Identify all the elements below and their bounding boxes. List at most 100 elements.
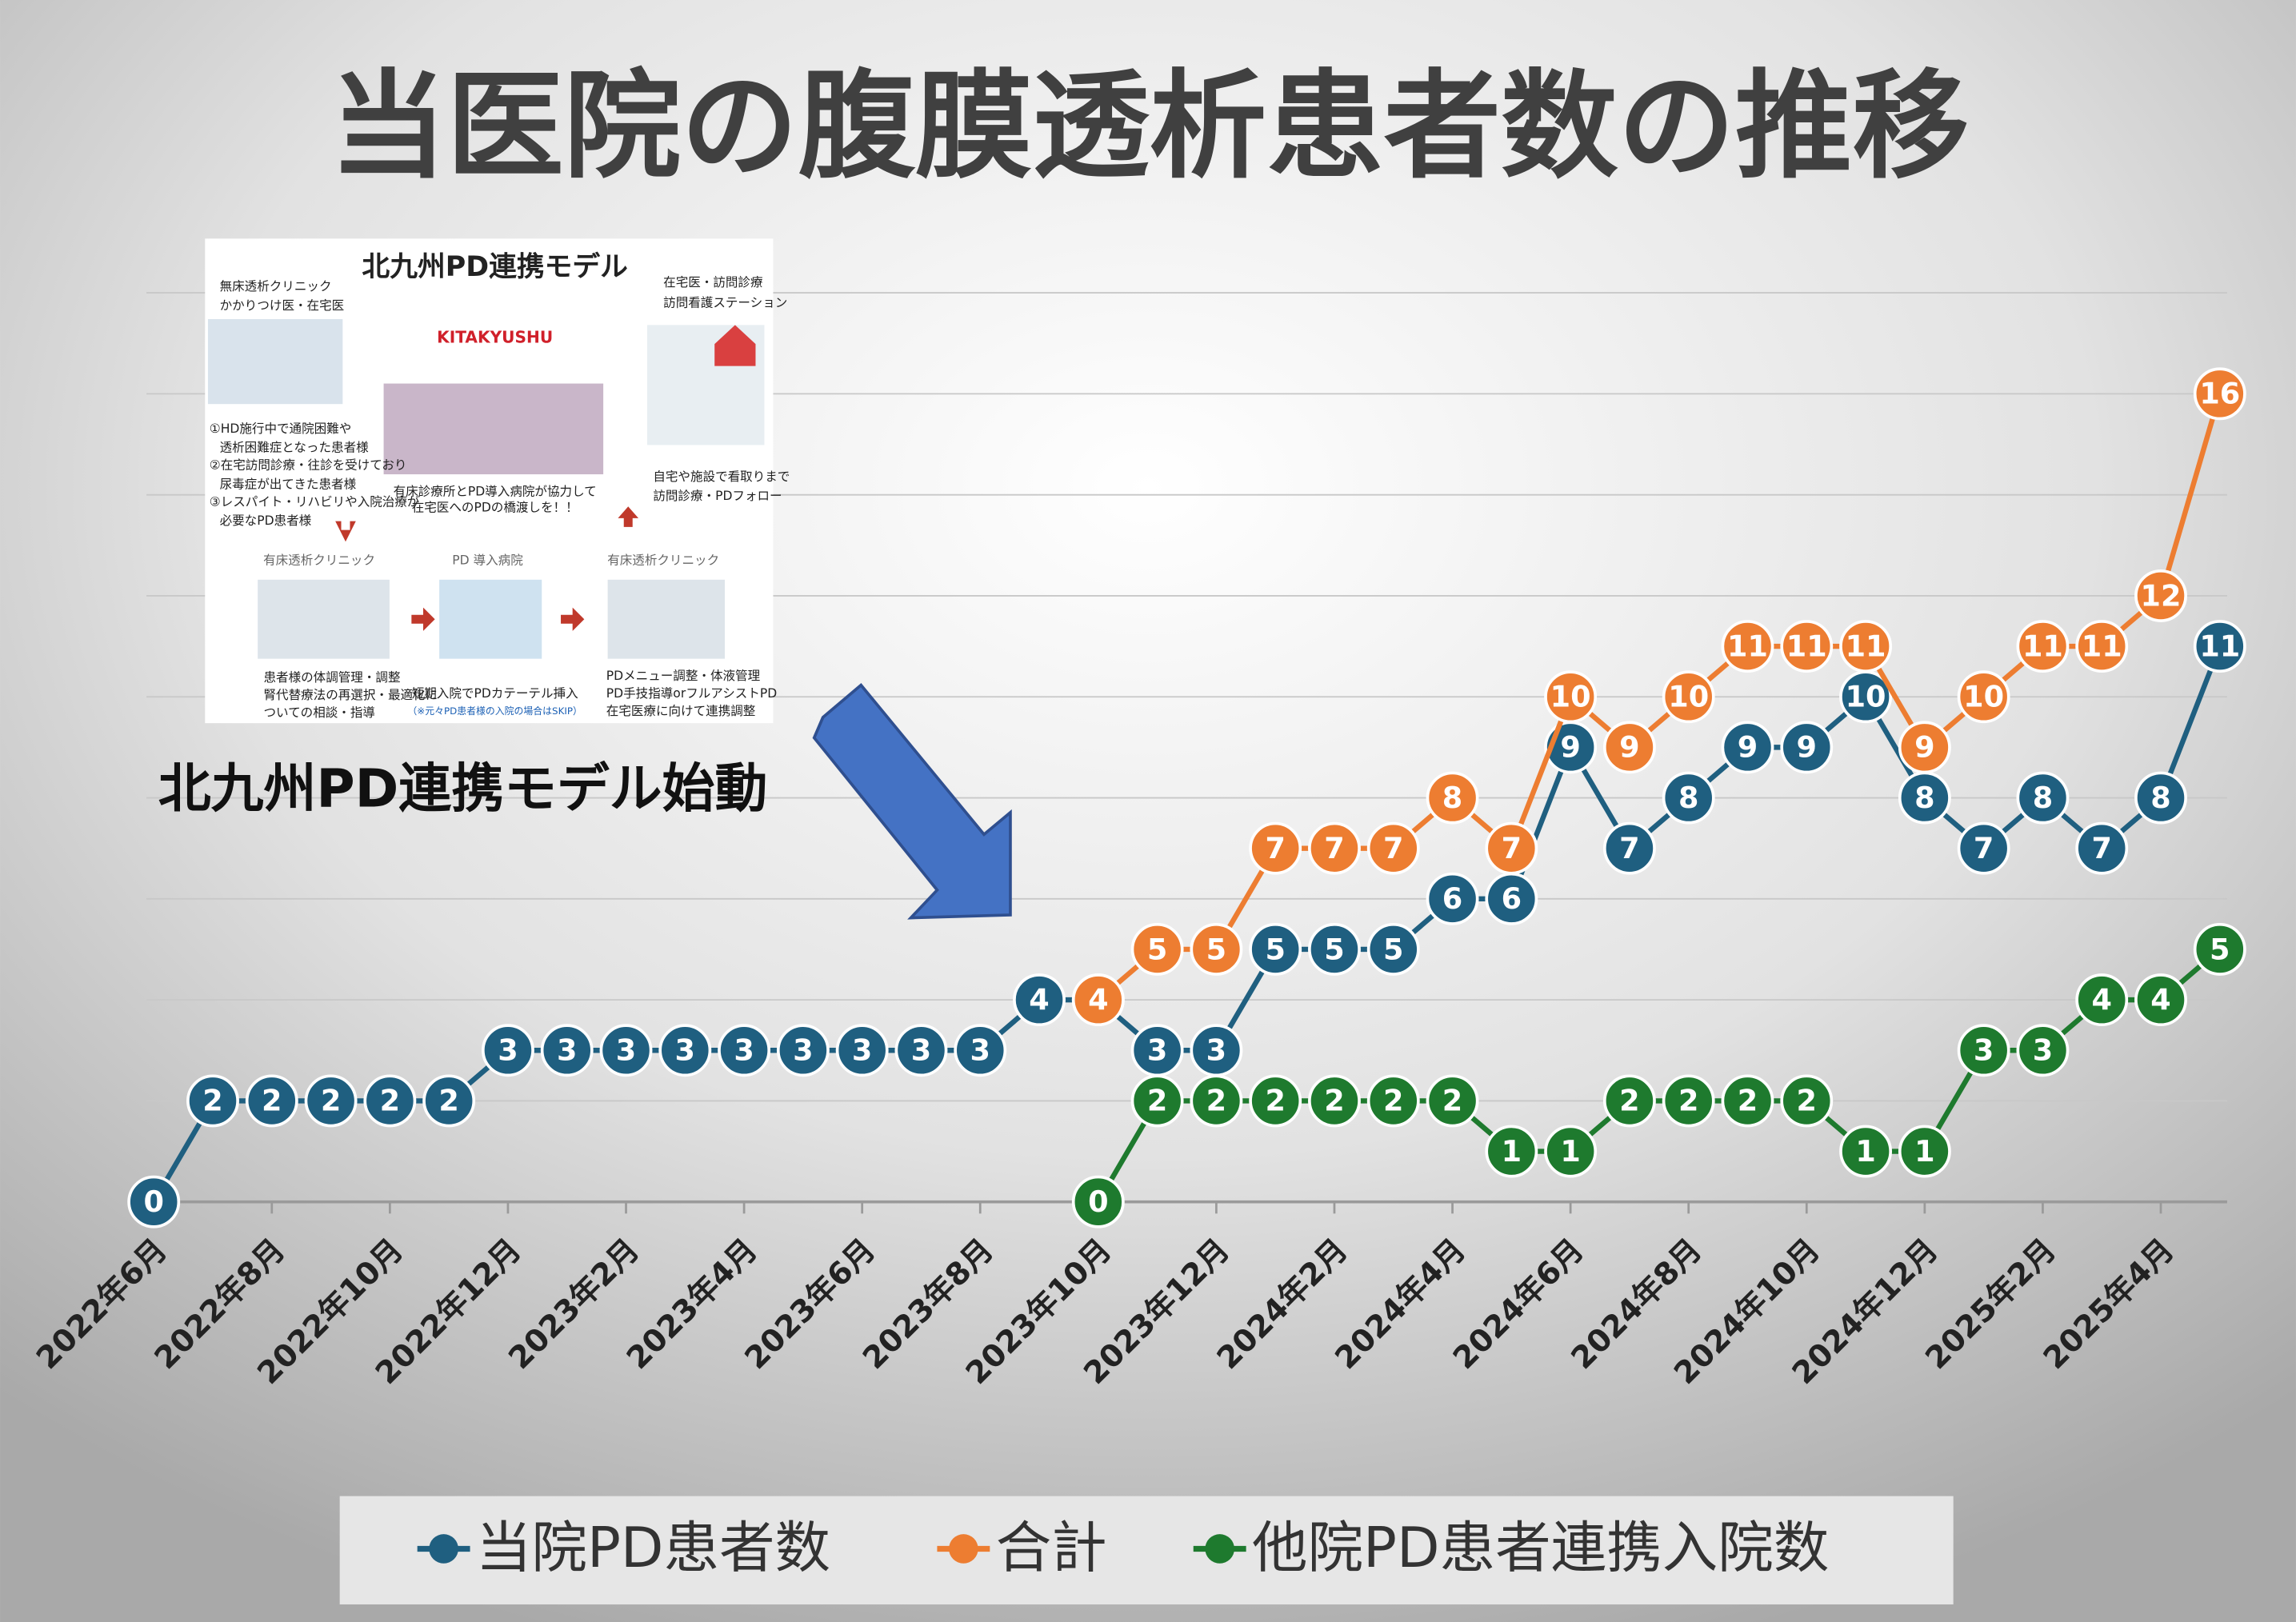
data-point [1780, 1074, 1834, 1128]
data-point [1721, 721, 1774, 774]
data-label: 2 [202, 1084, 222, 1118]
data-point [1485, 821, 1538, 875]
illustration [207, 319, 343, 405]
data-point [1308, 1074, 1361, 1128]
data-label: 6 [1502, 881, 1522, 916]
data-point [2134, 973, 2187, 1027]
data-label: 2 [1324, 1084, 1344, 1118]
data-point [658, 1024, 712, 1077]
data-label: 5 [1147, 932, 1167, 966]
data-point [1780, 620, 1834, 673]
label: 有床透析クリニック [263, 553, 375, 568]
data-label: 10 [1963, 680, 2004, 714]
data-label: 1 [1855, 1134, 1875, 1169]
data-label: 9 [1619, 730, 1639, 765]
label: 尿毒症が出てきた患者様 [220, 477, 357, 491]
data-point [1602, 1074, 1656, 1128]
data-point [1249, 923, 1302, 976]
data-point [1957, 1024, 2010, 1077]
data-point [1898, 1125, 1951, 1178]
data-point [599, 1024, 653, 1077]
data-label: 4 [2150, 982, 2170, 1017]
data-point [2016, 771, 2070, 825]
data-label: 5 [2210, 932, 2230, 966]
inset-title: 北九州PD連携モデル [362, 250, 627, 283]
annotation: 北九州PD連携モデル始動 [158, 757, 768, 819]
data-label: 5 [1265, 932, 1285, 966]
data-label: 4 [2091, 982, 2111, 1017]
data-label: 2 [1383, 1084, 1403, 1118]
data-point [1426, 1074, 1479, 1128]
data-label: 8 [2033, 781, 2053, 815]
data-point [1130, 1024, 1184, 1077]
data-label: 7 [1974, 831, 1994, 865]
data-point [2134, 569, 2187, 622]
data-point [1071, 973, 1125, 1027]
legend-marker [429, 1534, 458, 1564]
data-point [776, 1024, 830, 1077]
label: 在宅医療に向けて連携調整 [606, 704, 756, 718]
data-point [245, 1074, 298, 1128]
data-label: 2 [1738, 1084, 1758, 1118]
data-point [1662, 670, 1715, 724]
data-point [1544, 670, 1598, 724]
data-label: 10 [1550, 680, 1591, 714]
data-label: 2 [1265, 1084, 1285, 1118]
data-label: 8 [1678, 781, 1698, 815]
data-point [2075, 620, 2129, 673]
label: 透析困難症となった患者様 [220, 441, 370, 455]
data-label: 6 [1442, 881, 1462, 916]
label: かかりつけ医・在宅医 [220, 298, 345, 313]
data-label: 3 [498, 1033, 518, 1068]
data-label: 0 [143, 1185, 163, 1219]
data-label: 11 [2022, 629, 2063, 663]
data-label: 7 [1619, 831, 1639, 865]
label: ②在宅訪問診療・往診を受けており [210, 458, 407, 473]
data-label: 2 [1442, 1084, 1462, 1118]
data-label: 9 [1738, 730, 1758, 765]
data-label: 3 [1974, 1033, 1994, 1068]
data-point [1721, 1074, 1774, 1128]
data-point [894, 1024, 948, 1077]
data-label: 2 [321, 1084, 341, 1118]
data-label: 1 [1560, 1134, 1580, 1169]
label: ついての相談・指導 [263, 705, 374, 720]
legend-label: 当院PD患者数 [476, 1516, 830, 1580]
label: PDメニュー調整・体液管理 [606, 669, 761, 683]
flow-arrow [618, 506, 639, 527]
data-point [1249, 821, 1302, 875]
data-label: 7 [1265, 831, 1285, 865]
data-point [540, 1024, 594, 1077]
data-label: 7 [1502, 831, 1522, 865]
data-point [1957, 670, 2010, 724]
data-point [127, 1175, 181, 1228]
data-label: 5 [1383, 932, 1403, 966]
label: 訪問看護ステーション [663, 295, 787, 310]
data-label: 8 [2150, 781, 2170, 815]
chart-title: 当医院の腹膜透析患者数の推移 [330, 58, 1970, 194]
data-label: 10 [1846, 680, 1886, 714]
label: ③レスパイト・リハビリや入院治療が [210, 493, 420, 509]
data-point [2193, 923, 2246, 976]
label: 在宅医・訪問診療 [663, 275, 763, 290]
label: 訪問診療・PDフォロー [653, 489, 782, 503]
data-label: 11 [1786, 629, 1827, 663]
data-point [1426, 872, 1479, 925]
city-illustration [383, 383, 604, 475]
data-point [1957, 821, 2010, 875]
data-point [1839, 620, 1893, 673]
data-point [1898, 721, 1951, 774]
data-point [1366, 821, 1420, 875]
data-point [1308, 923, 1361, 976]
data-label: 11 [1727, 629, 1768, 663]
data-point [1780, 721, 1834, 774]
label: PD手技指導orフルアシストPD [606, 686, 777, 701]
data-label: 2 [1206, 1084, 1226, 1118]
data-point [1366, 1074, 1420, 1128]
label: 無床透析クリニック [220, 279, 332, 294]
data-point [1013, 973, 1066, 1027]
data-point [304, 1074, 358, 1128]
data-label: 8 [1442, 781, 1462, 815]
